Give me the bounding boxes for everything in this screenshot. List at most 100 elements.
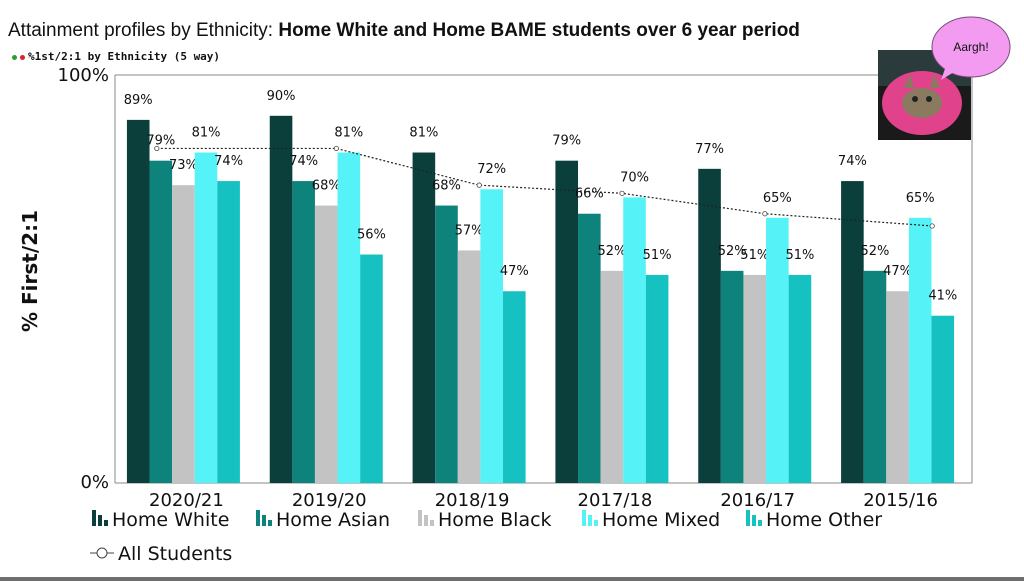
y-tick-label: 0% [80, 472, 109, 493]
data-label: 52% [861, 244, 890, 259]
bar [337, 152, 361, 483]
data-label: 72% [477, 162, 506, 177]
data-label: 81% [409, 126, 438, 141]
bar [172, 185, 195, 483]
bar [908, 217, 932, 484]
data-label: 51% [740, 248, 769, 263]
bar [435, 205, 458, 483]
line-series-all-students [156, 147, 933, 227]
legend-swatch-bar [262, 515, 266, 526]
data-label: 52% [718, 244, 747, 259]
axes: 0% 100% % First/2:1 [18, 65, 973, 493]
cat-eye-icon [926, 96, 932, 102]
x-tick-label: 2015/16 [863, 490, 938, 511]
bar [126, 119, 150, 483]
bar [645, 274, 669, 483]
y-tick-label: 100% [58, 65, 109, 86]
data-label: 68% [432, 179, 461, 194]
bars: 2020/21 89% 79% 73% 81% 74% 2019/20 90% 74% 68% 81… [124, 89, 957, 511]
data-label: 56% [357, 228, 386, 243]
x-tick-label: 2019/20 [292, 490, 367, 511]
bar [360, 254, 383, 483]
data-label: 65% [763, 191, 792, 206]
cat-ear-icon [904, 74, 914, 88]
bar [502, 291, 526, 483]
data-label: 74% [838, 154, 867, 169]
cat-photo: Aargh! [878, 16, 1011, 140]
data-label: 70% [620, 170, 649, 185]
bar [698, 168, 721, 483]
bar [600, 270, 624, 483]
data-label: 68% [312, 179, 341, 194]
title-bold: Home White and Home BAME students over 6… [278, 20, 800, 41]
chart-title: Attainment profiles by Ethnicity: Home W… [8, 20, 800, 42]
chart-subtitle: %1st/2:1 by Ethnicity (5 way) [12, 50, 220, 63]
bar [412, 152, 436, 483]
data-label: 81% [334, 126, 363, 141]
legend-swatch-bar [256, 510, 260, 526]
data-label: 89% [124, 93, 153, 108]
data-label: 81% [192, 126, 221, 141]
bar [743, 274, 767, 483]
data-label: 52% [597, 244, 626, 259]
bar [886, 291, 909, 483]
data-label: 41% [928, 289, 957, 304]
data-label: 73% [169, 158, 198, 173]
speech-bubble-text: Aargh! [953, 40, 988, 54]
legend-swatch-bar [418, 510, 422, 526]
x-tick-label: 2016/17 [720, 490, 795, 511]
legend-label: All Students [118, 543, 232, 565]
speech-bubble [931, 16, 1011, 78]
data-label: 74% [214, 154, 243, 169]
line-point [476, 182, 482, 188]
bar [766, 217, 789, 484]
title-lead: Attainment profiles by Ethnicity: [8, 20, 274, 41]
red-dot-icon [20, 54, 25, 60]
legend-swatch-bar [430, 520, 434, 526]
line-point [762, 211, 768, 217]
legend-swatch-bar [268, 520, 272, 526]
x-tick-label: 2018/19 [435, 490, 510, 511]
data-label: 79% [552, 134, 581, 149]
legend-swatch-bar [104, 520, 108, 526]
legend-line-marker [96, 547, 108, 559]
bar [623, 197, 646, 483]
bar [841, 181, 864, 483]
speech-bubble-tail [941, 66, 954, 80]
legend-swatch-bar [746, 510, 750, 526]
legend-label: Home Other [766, 509, 882, 531]
bar [149, 160, 173, 483]
data-label: 57% [455, 223, 484, 238]
data-label: 77% [695, 142, 724, 157]
legend-swatch-bar [92, 510, 96, 526]
legend-label: Home Black [438, 509, 552, 531]
data-label: 51% [785, 248, 814, 263]
bar [217, 181, 240, 483]
legend-label: Home Mixed [602, 509, 720, 531]
data-label: 47% [883, 264, 912, 279]
legend: Home White Home Asian Home Black Home Mixed… [90, 509, 882, 565]
bar [314, 205, 338, 483]
bar [457, 250, 481, 483]
bar [931, 315, 955, 483]
line-point [619, 190, 625, 196]
legend-swatch-bar [588, 515, 592, 526]
y-axis-label: % First/2:1 [18, 210, 42, 332]
bar [578, 213, 601, 483]
line-point [929, 223, 935, 229]
cat-eye-icon [912, 96, 918, 102]
legend-swatch-bar [98, 515, 102, 526]
bar [788, 274, 812, 483]
data-label: 47% [500, 264, 529, 279]
bar [720, 270, 744, 483]
cat-face-icon [902, 88, 942, 118]
green-dot-icon [12, 54, 17, 60]
legend-swatch-bar [582, 510, 586, 526]
line-point [333, 145, 339, 152]
all-students-line [154, 145, 935, 229]
legend-swatch-bar [752, 515, 756, 526]
subtitle-text: %1st/2:1 by Ethnicity (5 way) [28, 50, 221, 63]
data-label: 90% [267, 89, 296, 104]
bar [194, 152, 218, 483]
legend-swatch-bar [758, 520, 762, 526]
